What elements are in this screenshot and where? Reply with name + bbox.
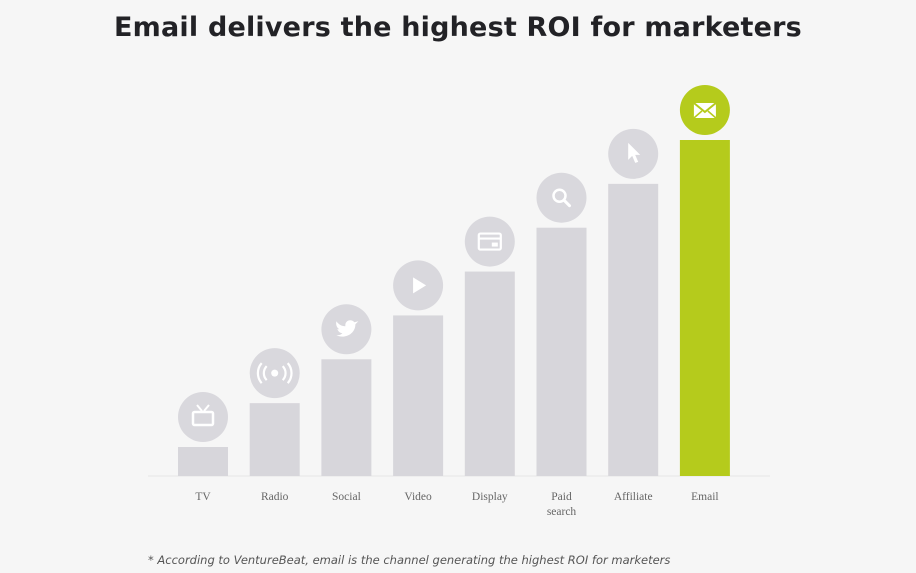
- category-label-paid-search: Paid search: [547, 491, 577, 518]
- icon-badge-paid-search: [536, 172, 587, 223]
- category-label-line: Paid: [551, 491, 572, 503]
- bar-radio: [249, 403, 300, 476]
- bar-display: [464, 271, 515, 476]
- icon-badge-display: [464, 216, 515, 267]
- tv-icon: [191, 404, 215, 427]
- play-icon: [413, 277, 427, 294]
- bar-video: [393, 315, 444, 476]
- icons-group: [178, 85, 730, 442]
- category-label-line: Display: [472, 491, 508, 503]
- category-label-line: search: [547, 506, 577, 518]
- category-label-email: Email: [691, 491, 718, 503]
- cursor-pointer-icon: [628, 142, 641, 163]
- chart-title: Email delivers the highest ROI for marke…: [114, 12, 802, 43]
- category-labels-group: TV Radio Social Video Display Paid search Affil…: [195, 491, 718, 518]
- bar-paid-search: [536, 227, 587, 476]
- bar-social: [321, 359, 372, 476]
- footnote: * According to VentureBeat, email is the…: [148, 553, 671, 567]
- envelope-icon: [693, 102, 717, 119]
- category-label-affiliate: Affiliate: [614, 491, 653, 503]
- twitter-bird-icon: [336, 320, 359, 337]
- radio-broadcast-icon: [256, 362, 293, 384]
- category-label-display: Display: [472, 491, 508, 503]
- category-label-line: Radio: [261, 491, 289, 503]
- category-label-line: Email: [691, 491, 718, 503]
- category-label-radio: Radio: [261, 491, 289, 503]
- browser-window-icon: [477, 232, 502, 251]
- bars-group: [178, 140, 730, 476]
- bar-tv: [178, 447, 228, 476]
- category-label-tv: TV: [195, 491, 211, 503]
- bar-affiliate: [608, 183, 659, 476]
- bar-email: [679, 140, 730, 476]
- category-label-line: Social: [332, 491, 361, 503]
- category-label-line: Affiliate: [614, 491, 653, 503]
- icon-badge-tv: [178, 392, 228, 442]
- category-label-line: Video: [404, 491, 432, 503]
- category-label-social: Social: [332, 491, 361, 503]
- category-label-video: Video: [404, 491, 432, 503]
- category-label-line: TV: [195, 491, 211, 503]
- search-icon: [552, 188, 571, 208]
